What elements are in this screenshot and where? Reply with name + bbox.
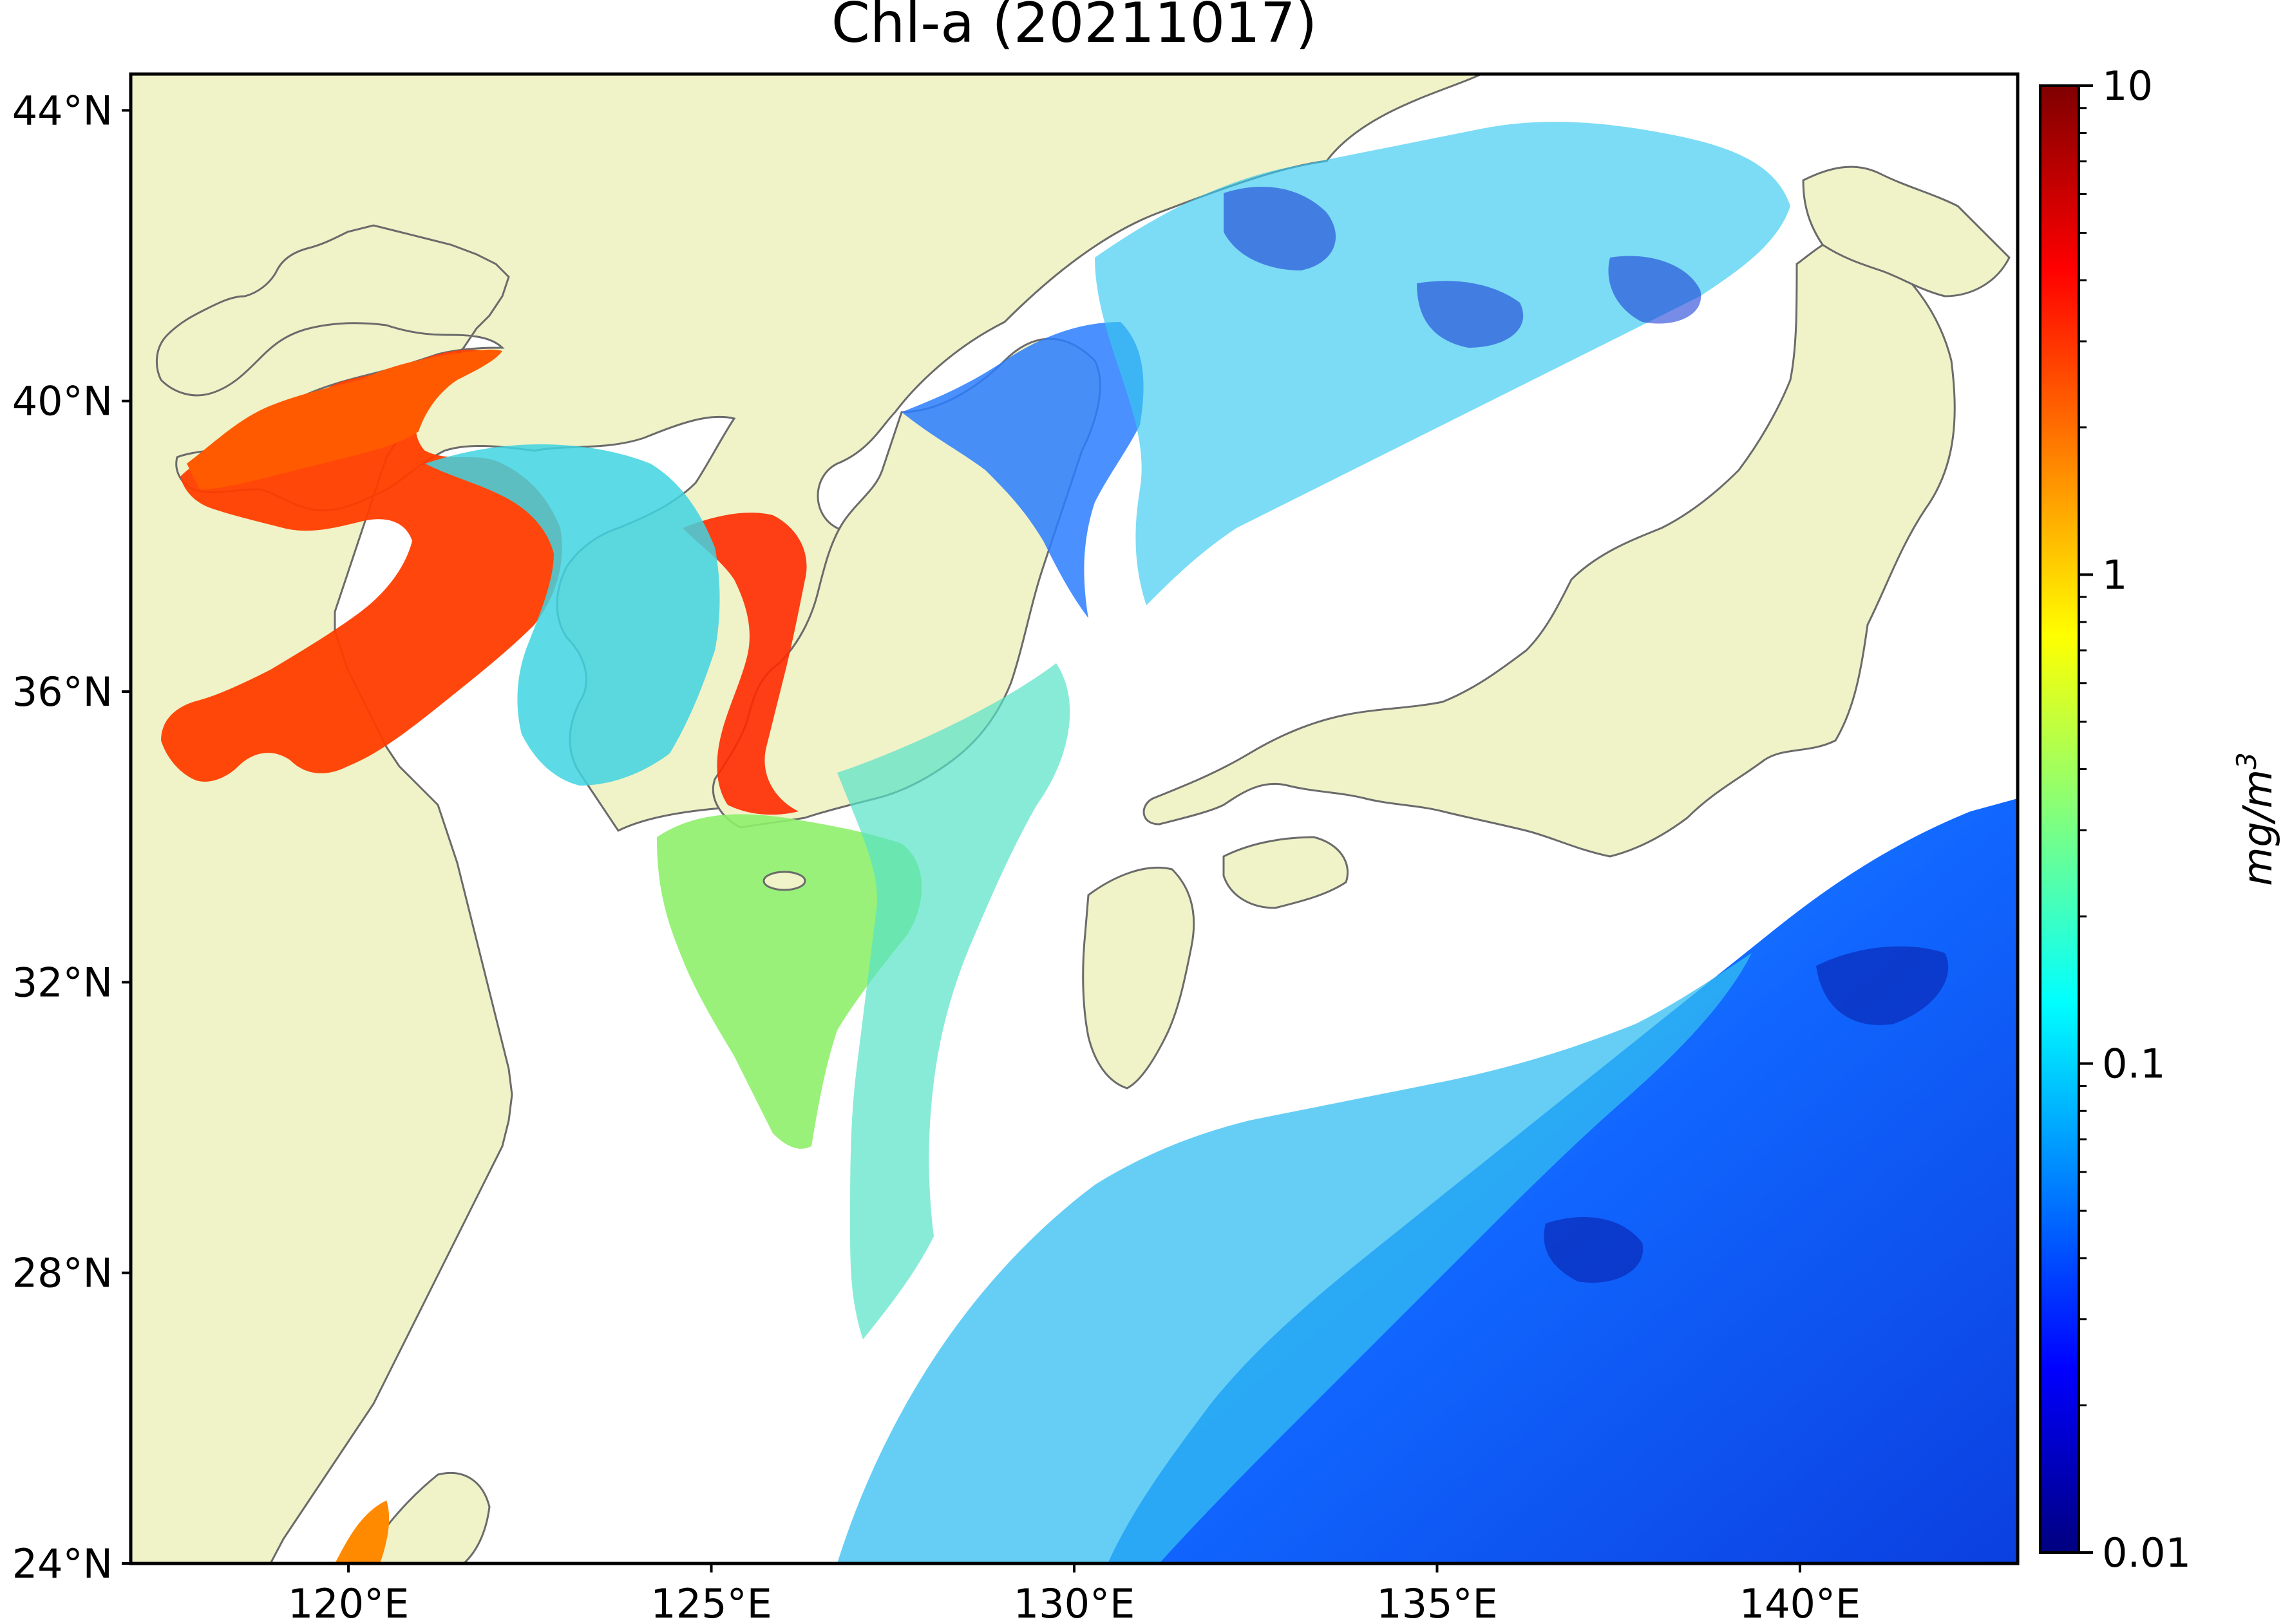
colorbar-tick-label: 0.1: [2102, 1041, 2166, 1088]
chart-title: Chl-a (20211017): [831, 0, 1317, 55]
y-tick-label: 44°N: [12, 87, 113, 134]
colorbar-unit-base: mg/m: [2234, 770, 2281, 886]
x-tick-label: 130°E: [1014, 1580, 1135, 1624]
colorbar-ticks: 10 1 0.1 0.01: [2079, 62, 2191, 1576]
y-tick-label: 40°N: [12, 378, 113, 425]
colorbar-unit-label: mg/m3: [2231, 752, 2281, 886]
japan-shikoku: [1222, 836, 1349, 909]
sea-of-japan-patches: [1224, 187, 1701, 348]
colorbar-tick-label: 0.01: [2102, 1529, 2191, 1576]
bohai-gulf-bloom: [187, 349, 502, 489]
y-tick-label: 24°N: [12, 1540, 113, 1587]
jeju-island: [763, 871, 806, 891]
yellow-sea-mid: [425, 444, 720, 786]
y-tick-label: 28°N: [12, 1250, 113, 1297]
colorbar-unit-exponent: 3: [2231, 752, 2262, 770]
korea-west-bloom: [683, 513, 807, 815]
japan-hokkaido: [1802, 165, 2011, 297]
taiwan-bloom: [335, 1500, 390, 1563]
x-tick-label: 135°E: [1376, 1580, 1498, 1624]
sea-of-japan-west: [902, 322, 1144, 618]
x-axis-ticks: 120°E 125°E 130°E 135°E 140°E: [288, 1563, 1861, 1624]
pacific-dark-patches: [1544, 946, 1949, 1283]
y-tick-label: 36°N: [12, 668, 113, 715]
map-area: [131, 74, 2018, 1563]
y-axis-ticks: 24°N 28°N 32°N 36°N 40°N 44°N: [12, 87, 131, 1587]
taiwan-island: [359, 1471, 491, 1563]
ecs-green: [657, 814, 922, 1149]
colorbar-tick-label: 10: [2102, 62, 2153, 109]
x-tick-label: 140°E: [1739, 1580, 1861, 1624]
x-tick-label: 120°E: [288, 1580, 410, 1624]
ecs-cyan: [837, 663, 1070, 1339]
colorbar: [2039, 84, 2080, 1554]
pacific-cyan-fringe: [837, 953, 1752, 1563]
colorbar-tick-label: 1: [2102, 551, 2127, 598]
japan-honshu: [1142, 236, 1956, 858]
x-tick-label: 125°E: [650, 1580, 772, 1624]
japan-kyushu: [1082, 866, 1195, 1090]
y-tick-label: 32°N: [12, 959, 113, 1006]
